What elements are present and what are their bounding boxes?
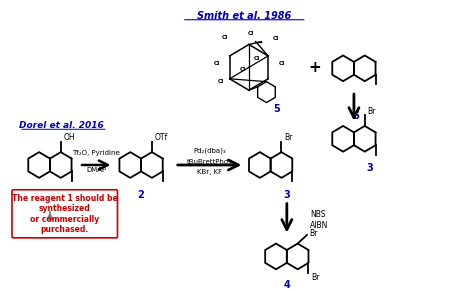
Text: 3: 3 <box>367 163 374 173</box>
Text: NBS: NBS <box>310 210 326 219</box>
Text: Pd₂(dba)₃: Pd₂(dba)₃ <box>193 148 226 155</box>
Text: AIBN: AIBN <box>310 221 328 230</box>
Text: The reagent 1 should be
synthesized
or commercially
purchased.: The reagent 1 should be synthesized or c… <box>12 194 118 234</box>
Text: Dorel et al. 2016: Dorel et al. 2016 <box>19 121 104 130</box>
Text: +: + <box>309 60 321 75</box>
Text: Cl: Cl <box>213 61 219 66</box>
Text: OH: OH <box>64 133 75 142</box>
Text: KBr, KF: KBr, KF <box>197 169 222 175</box>
Text: Cl: Cl <box>218 79 224 84</box>
Text: Cl: Cl <box>240 67 246 72</box>
Text: Cl: Cl <box>247 31 254 36</box>
Text: 1: 1 <box>46 189 53 200</box>
Text: Cl: Cl <box>273 36 279 41</box>
Text: 6: 6 <box>353 111 360 121</box>
Text: 5: 5 <box>273 104 280 114</box>
Text: Br: Br <box>310 229 318 237</box>
Text: DMAP: DMAP <box>86 167 106 173</box>
Text: tBuBrettPhos: tBuBrettPhos <box>187 159 232 165</box>
FancyBboxPatch shape <box>12 190 118 238</box>
Text: Smith et al. 1986: Smith et al. 1986 <box>197 11 292 21</box>
Text: OTf: OTf <box>155 133 168 142</box>
Text: Br: Br <box>284 133 292 142</box>
Text: Br: Br <box>367 107 376 116</box>
Text: 3: 3 <box>283 189 290 200</box>
Text: Cl: Cl <box>279 61 285 66</box>
Text: Cl: Cl <box>222 35 228 40</box>
Text: 4: 4 <box>283 280 290 290</box>
Text: Tf₂O, Pyridine: Tf₂O, Pyridine <box>73 150 120 156</box>
Text: 2: 2 <box>138 189 145 200</box>
Text: Br: Br <box>311 273 319 282</box>
Text: Cl: Cl <box>254 56 260 61</box>
